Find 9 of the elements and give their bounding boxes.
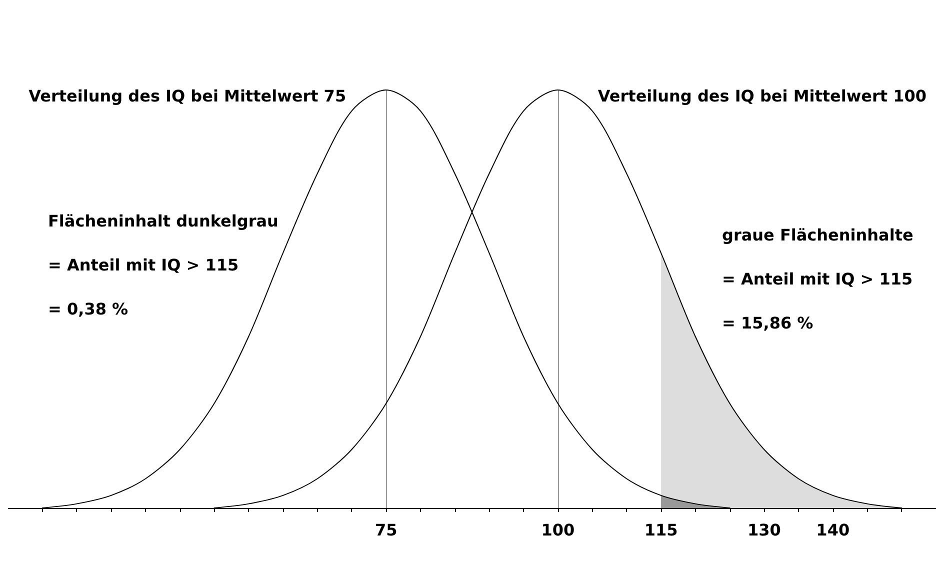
annotation: Verteilung des IQ bei Mittelwert 75	[28, 86, 346, 106]
x-tick-label: 140	[816, 520, 850, 540]
x-tick-label: 75	[374, 520, 398, 540]
x-tick-label: 100	[541, 520, 575, 540]
text: graue Flächeninhalte = Anteil mit IQ > 115 = 15,86 %	[722, 226, 914, 332]
x-tick-label: 115	[644, 520, 678, 540]
x-tick-label: 130	[747, 520, 781, 540]
text: Flächeninhalt dunkelgrau = Anteil mit IQ > 115 = 0,38 %	[48, 212, 278, 318]
annotation: Verteilung des IQ bei Mittelwert 100	[598, 86, 927, 106]
